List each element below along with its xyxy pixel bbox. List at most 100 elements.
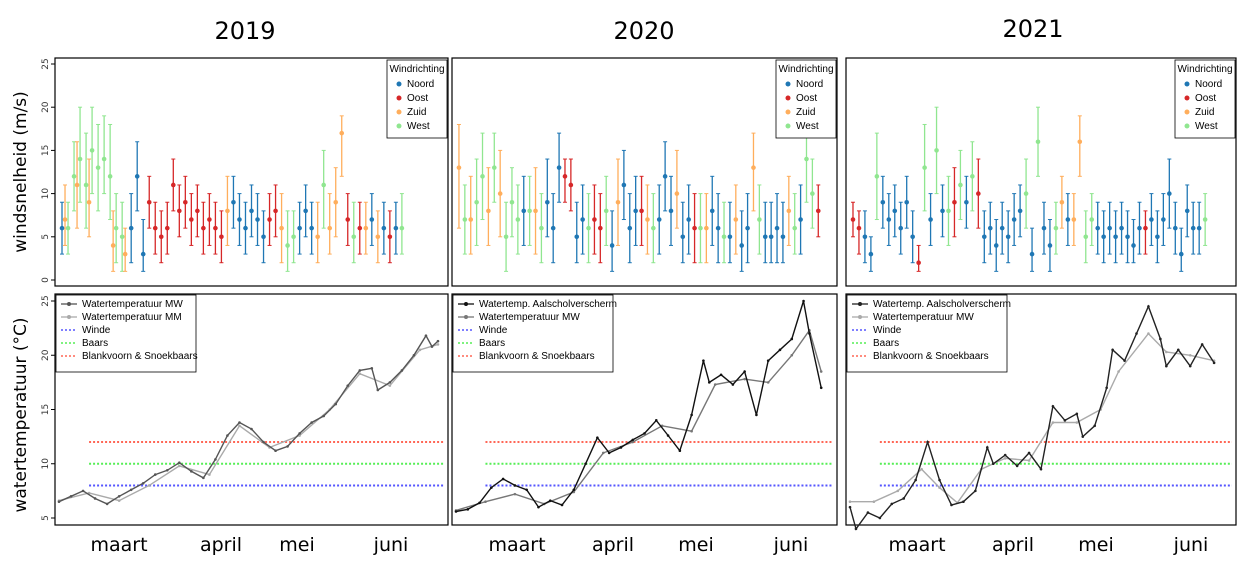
temp-point bbox=[1147, 332, 1150, 335]
temp-point bbox=[105, 502, 109, 506]
wind-point bbox=[183, 199, 188, 205]
wind-point bbox=[898, 225, 904, 231]
wind-legend-marker bbox=[1184, 95, 1190, 101]
wind-legend-label: Noord bbox=[1195, 79, 1222, 90]
temp-axis-label: watertemperatuur (°C) bbox=[11, 317, 31, 512]
temp-point bbox=[376, 388, 380, 392]
temp-point bbox=[808, 332, 811, 335]
wind-point bbox=[1184, 208, 1190, 214]
wind-point bbox=[83, 182, 89, 188]
temp-point bbox=[766, 359, 770, 362]
temp-point bbox=[1015, 464, 1019, 468]
temp-series-line bbox=[58, 343, 439, 502]
wind-legend-label: Oost bbox=[1195, 93, 1216, 104]
temp-legend-marker bbox=[858, 315, 862, 319]
temp-legend-marker bbox=[464, 302, 468, 306]
wind-point bbox=[95, 165, 101, 170]
wind-point bbox=[922, 165, 927, 170]
temp-point bbox=[298, 432, 301, 435]
wind-point bbox=[474, 199, 479, 205]
wind-point bbox=[480, 174, 485, 179]
wind-point bbox=[1023, 191, 1029, 196]
wind-point bbox=[574, 234, 580, 240]
wind-point bbox=[456, 165, 462, 170]
wind-point bbox=[668, 208, 674, 214]
temp-point bbox=[513, 484, 517, 487]
wind-point bbox=[113, 225, 119, 231]
temp-point bbox=[848, 505, 852, 509]
temp-legend-label: Watertemp. Aalscholverscherm bbox=[873, 299, 1011, 310]
wind-y-tick-label: 0 bbox=[41, 277, 51, 283]
wind-legend-marker bbox=[396, 123, 402, 129]
temp-point bbox=[643, 432, 646, 435]
temp-legend-label: Winde bbox=[873, 325, 902, 336]
temp-point bbox=[819, 386, 823, 390]
wind-point bbox=[774, 225, 780, 231]
temp-point bbox=[743, 370, 746, 373]
wind-point bbox=[119, 234, 125, 240]
wind-panel-frame-2019 bbox=[54, 57, 449, 287]
wind-point bbox=[1161, 217, 1166, 222]
wind-point bbox=[580, 217, 585, 222]
month-label-juni: juni bbox=[373, 534, 409, 556]
wind-point bbox=[952, 199, 957, 205]
temp-point bbox=[226, 434, 229, 437]
wind-point bbox=[363, 225, 369, 231]
wind-point bbox=[598, 225, 603, 231]
temp-point bbox=[1135, 332, 1138, 335]
temp-point bbox=[854, 527, 858, 531]
temp-point bbox=[81, 489, 85, 493]
temp-legend-marker bbox=[67, 315, 71, 319]
temp-point bbox=[1093, 424, 1097, 428]
wind-legend-marker bbox=[1184, 123, 1190, 129]
temp-point bbox=[214, 458, 217, 461]
wind-point bbox=[1059, 199, 1065, 205]
temp-point bbox=[719, 373, 723, 377]
wind-y-tick-label: 10 bbox=[41, 188, 51, 200]
wind-point bbox=[468, 217, 474, 222]
wind-point bbox=[267, 217, 272, 222]
temp-point bbox=[619, 446, 623, 449]
wind-legend-marker bbox=[1184, 81, 1190, 87]
month-label-maart: maart bbox=[888, 534, 945, 556]
wind-point bbox=[1035, 139, 1041, 145]
wind-legend-label: Zuid bbox=[1195, 107, 1214, 118]
wind-point bbox=[152, 225, 158, 231]
wind-point bbox=[627, 225, 633, 231]
wind-point bbox=[309, 225, 314, 231]
wind-point bbox=[1202, 217, 1208, 222]
temp-point bbox=[1111, 348, 1114, 352]
wind-point bbox=[77, 156, 83, 162]
wind-point bbox=[59, 225, 65, 231]
temp-point bbox=[165, 468, 169, 472]
temp-point bbox=[93, 497, 97, 500]
temp-point bbox=[1188, 353, 1192, 357]
wind-point bbox=[970, 174, 975, 179]
temp-legend-box bbox=[452, 294, 614, 373]
wind-point bbox=[568, 182, 574, 188]
wind-point bbox=[158, 234, 164, 240]
temp-legend-label: Baars bbox=[82, 338, 108, 349]
temp-point bbox=[1212, 361, 1216, 365]
wind-legend-marker bbox=[396, 109, 402, 115]
wind-point bbox=[86, 199, 92, 205]
wind-point bbox=[999, 225, 1005, 231]
wind-point bbox=[715, 225, 721, 231]
temp-point bbox=[153, 473, 157, 476]
wind-point bbox=[910, 234, 915, 240]
temp-point bbox=[1081, 435, 1085, 438]
year-title-2019: 2019 bbox=[214, 17, 275, 45]
temp-point bbox=[388, 384, 392, 387]
temp-point bbox=[713, 383, 717, 386]
wind-point bbox=[645, 217, 650, 222]
wind-legend-title: Windrichting bbox=[389, 64, 444, 75]
wind-point bbox=[140, 251, 146, 257]
temp-point bbox=[358, 369, 362, 372]
wind-point bbox=[486, 208, 491, 214]
wind-point bbox=[981, 234, 987, 240]
wind-point bbox=[856, 225, 862, 231]
wind-legend-marker bbox=[785, 95, 791, 101]
wind-point bbox=[1131, 243, 1136, 248]
temp-point bbox=[117, 499, 121, 502]
wind-point bbox=[177, 208, 182, 214]
